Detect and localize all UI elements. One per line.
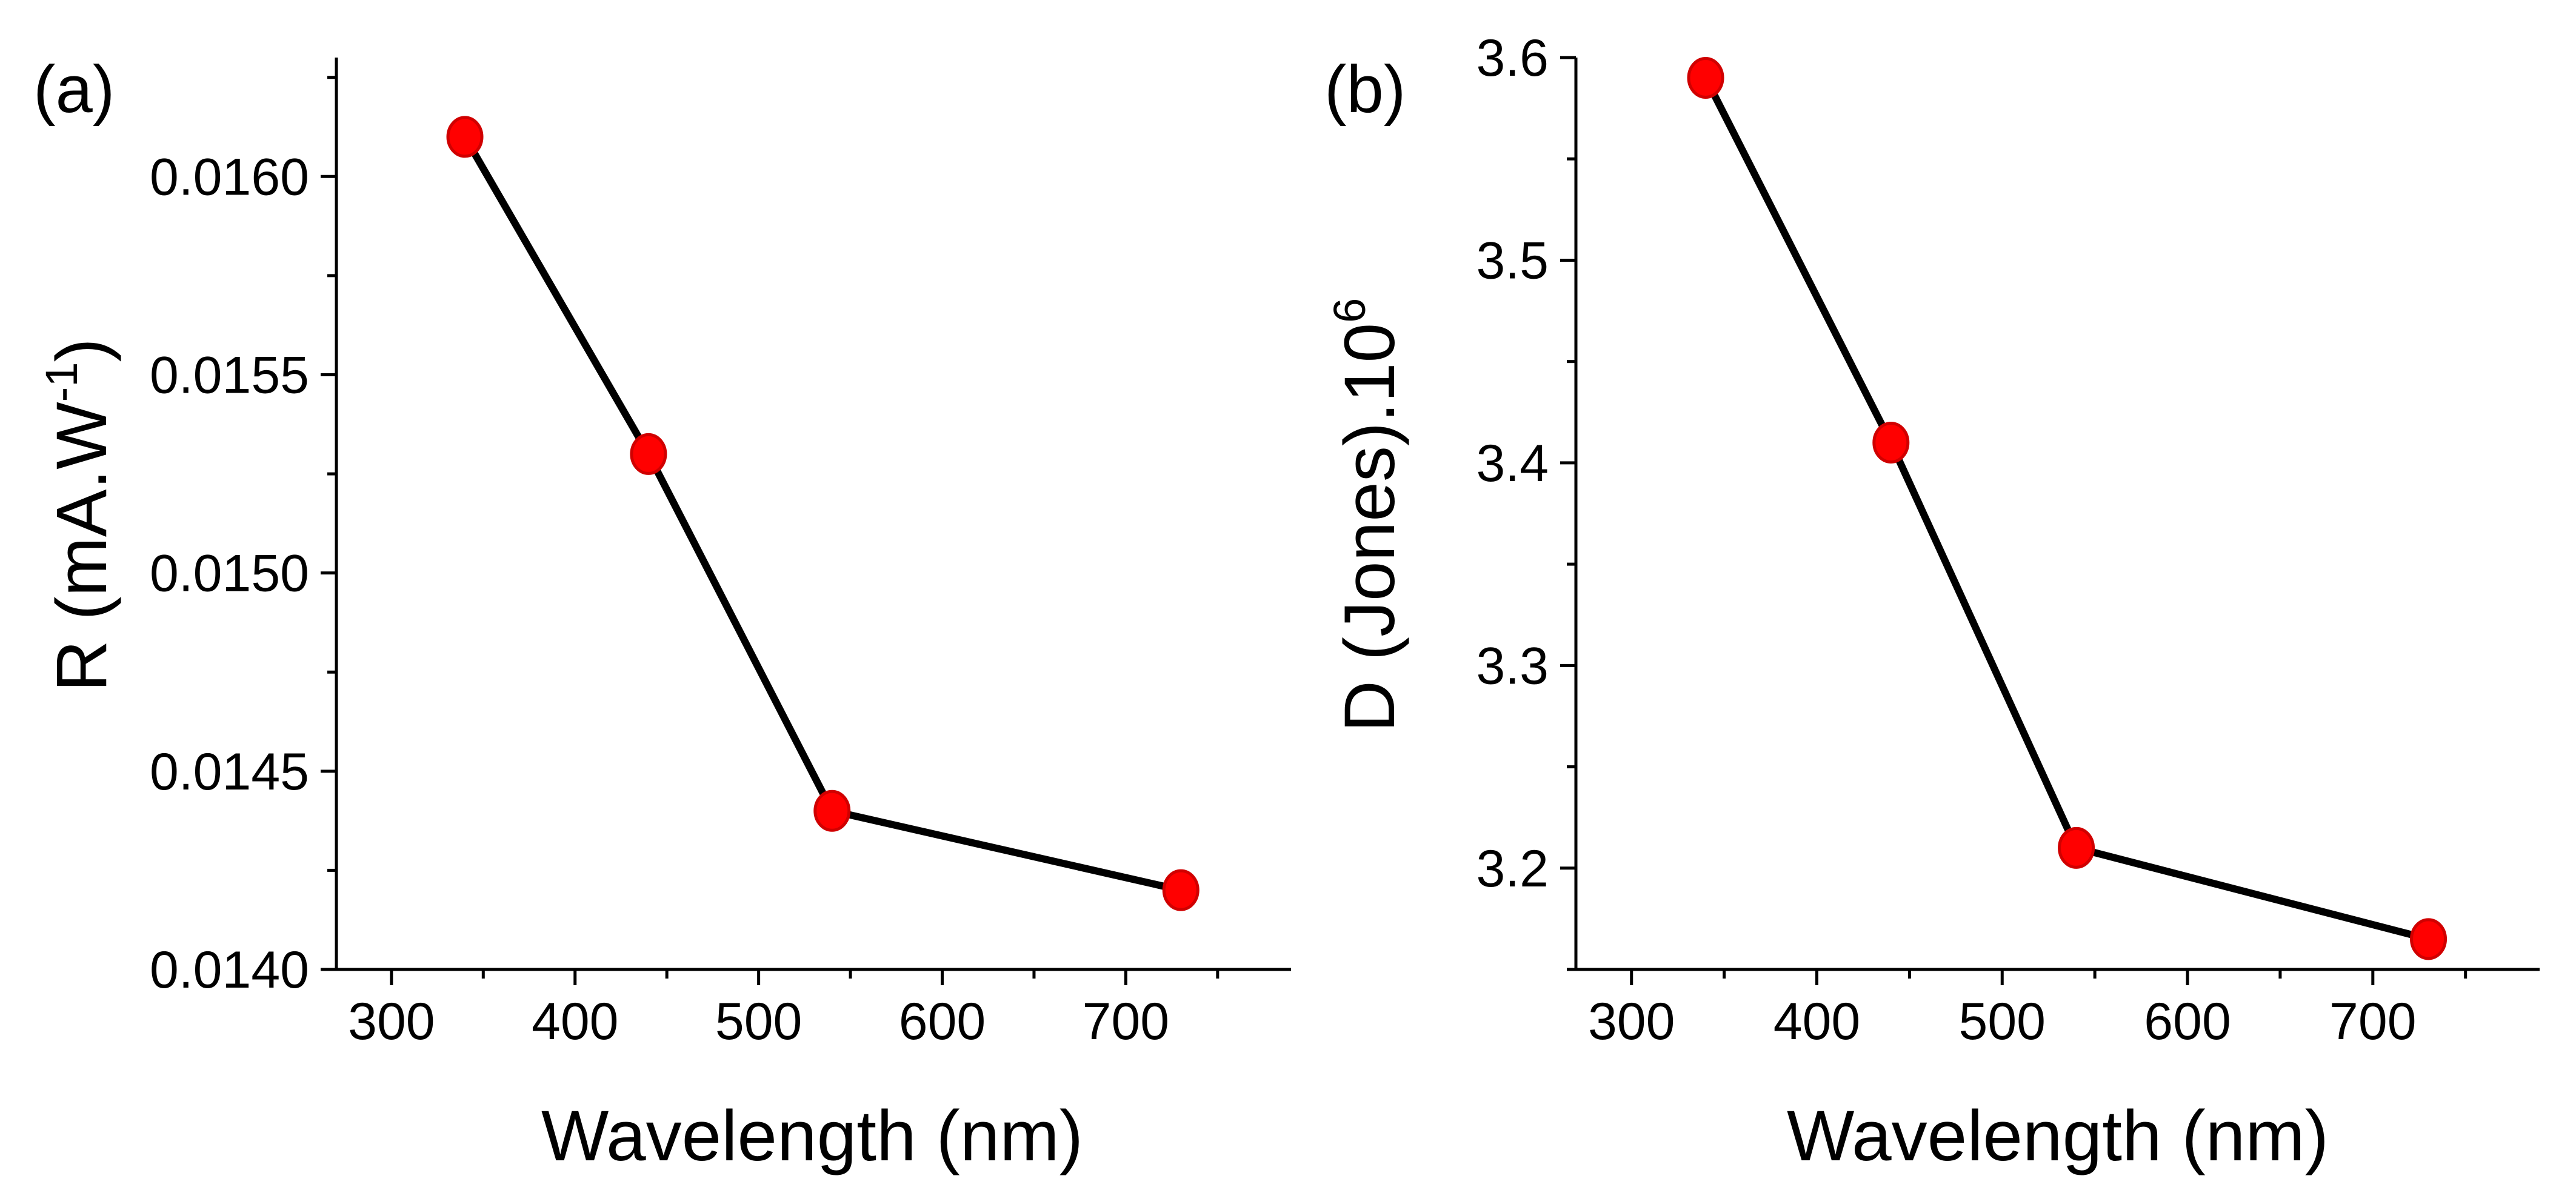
y-axis-title-a: R (mA.W-1) [36, 338, 122, 692]
data-point [446, 116, 484, 158]
x-tick-labels-a: 300 400 500 600 700 [348, 992, 1169, 1051]
panel-label-a: (a) [33, 52, 115, 127]
x-tick-label: 300 [1588, 992, 1675, 1051]
x-tick-label: 500 [1959, 992, 2046, 1051]
y-axis-title-main: R (mA.W [42, 402, 122, 691]
y-tick-label: 3.4 [1476, 434, 1549, 493]
y-tick-label: 3.2 [1476, 840, 1549, 898]
x-tick-label: 600 [899, 992, 986, 1051]
data-point [2410, 918, 2448, 960]
y-axis-title-close: ) [42, 338, 122, 362]
data-point [813, 789, 851, 832]
x-tick-labels-b: 300 400 500 600 700 [1588, 992, 2417, 1051]
chart-panel-a: (a) 0.0140 0.0145 0.0150 0.0155 0.0160 3… [33, 52, 1291, 1176]
y-axis-title-b: D (Jones).106 [1324, 298, 1410, 733]
y-tick-labels-a: 0.0140 0.0145 0.0150 0.0155 0.0160 [150, 148, 309, 999]
data-point [1687, 56, 1724, 99]
panel-label-b: (b) [1324, 52, 1406, 127]
data-point [630, 433, 667, 475]
series-line [461, 135, 1182, 894]
chart-panel-b: (b) 3.2 3.3 3.4 3.5 3.6 300 400 500 600 … [1324, 29, 2540, 1176]
x-tick-label: 400 [1774, 992, 1861, 1051]
series-line [1702, 76, 2430, 943]
plot-area-b [1687, 56, 2448, 960]
y-tick-label: 0.0160 [150, 148, 309, 206]
y-tick-label: 3.5 [1476, 231, 1549, 290]
y-tick-label: 0.0140 [150, 941, 309, 999]
x-axis-title-a: Wavelength (nm) [541, 1096, 1083, 1176]
x-tick-label: 700 [1083, 992, 1170, 1051]
x-tick-label: 600 [2144, 992, 2231, 1051]
axes-b [1560, 56, 2540, 985]
y-tick-labels-b: 3.2 3.3 3.4 3.5 3.6 [1476, 29, 1549, 898]
y-axis-title-sup: -1 [36, 362, 87, 402]
x-tick-label: 500 [715, 992, 802, 1051]
y-tick-label: 0.0155 [150, 346, 309, 404]
axes-a [321, 58, 1291, 985]
x-tick-label: 700 [2329, 992, 2417, 1051]
data-point [2058, 826, 2095, 869]
y-tick-label: 3.6 [1476, 29, 1549, 87]
x-tick-label: 400 [532, 992, 619, 1051]
y-axis-title-main: D (Jones).10 [1330, 323, 1410, 733]
y-tick-label: 0.0145 [150, 743, 309, 801]
data-point [1162, 869, 1200, 911]
y-tick-label: 0.0150 [150, 545, 309, 603]
y-tick-label: 3.3 [1476, 637, 1549, 695]
data-point [1872, 421, 1910, 464]
x-axis-title-b: Wavelength (nm) [1787, 1096, 2329, 1176]
plot-area-a [446, 116, 1200, 911]
y-axis-title-sup: 6 [1324, 298, 1375, 323]
x-tick-label: 300 [348, 992, 435, 1051]
